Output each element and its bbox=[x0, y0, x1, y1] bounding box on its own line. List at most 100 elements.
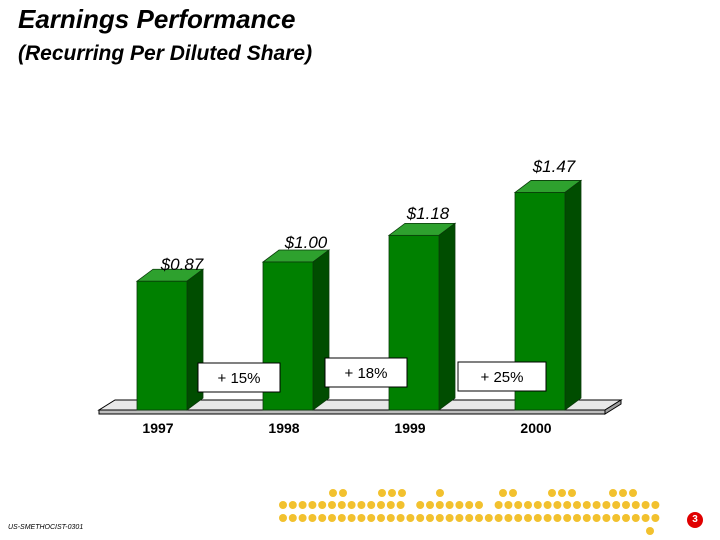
decorative-dot bbox=[553, 501, 562, 509]
decorative-dot bbox=[533, 514, 542, 522]
decorative-dot bbox=[651, 501, 660, 509]
decorative-dot bbox=[622, 501, 630, 509]
value-label-1997: $0.87 bbox=[160, 255, 204, 274]
decorative-dot bbox=[426, 514, 434, 522]
growth-text-3: + 25% bbox=[481, 369, 524, 386]
decorative-dot bbox=[509, 489, 517, 497]
decorative-dot bbox=[629, 489, 637, 497]
decorative-dot bbox=[426, 501, 434, 509]
decorative-dot bbox=[396, 501, 405, 509]
decorative-dot bbox=[347, 514, 356, 522]
decorative-dot bbox=[416, 501, 425, 509]
decorative-dot bbox=[641, 501, 650, 509]
decorative-dot bbox=[504, 501, 513, 509]
decorative-dot bbox=[465, 501, 474, 509]
decorative-dot bbox=[504, 514, 513, 522]
decorative-dot bbox=[641, 514, 650, 522]
decorative-dot bbox=[386, 501, 395, 509]
decorative-dot bbox=[646, 527, 654, 535]
decorative-dot bbox=[288, 514, 297, 522]
decorative-dot bbox=[553, 514, 562, 522]
decorative-dot bbox=[592, 514, 601, 522]
decorative-dot bbox=[357, 514, 366, 522]
decorative-dot bbox=[455, 514, 464, 522]
decorative-dot bbox=[573, 514, 581, 522]
growth-label-2: + 18% bbox=[324, 357, 408, 388]
decorative-dot bbox=[378, 489, 386, 497]
growth-box-2 bbox=[324, 357, 408, 388]
decorative-dot bbox=[328, 514, 336, 522]
decorative-dot bbox=[651, 514, 660, 522]
decorative-dot bbox=[367, 501, 376, 509]
decorative-dot bbox=[563, 501, 572, 509]
decorative-dot bbox=[328, 501, 336, 509]
decorative-dot bbox=[524, 514, 532, 522]
bar-1997 bbox=[136, 280, 188, 411]
decorative-dot bbox=[563, 514, 572, 522]
decorative-dot bbox=[279, 501, 287, 509]
decorative-dot bbox=[339, 489, 347, 497]
decorative-dot bbox=[514, 501, 523, 509]
decorative-dot bbox=[308, 501, 317, 509]
bar-1998 bbox=[262, 261, 314, 411]
decorative-dot bbox=[436, 489, 444, 497]
decorative-dot bbox=[318, 514, 327, 522]
decorative-dot bbox=[329, 489, 337, 497]
x-tick-label-1997: 1997 bbox=[142, 420, 173, 436]
decorative-dot bbox=[298, 514, 307, 522]
decorative-dot bbox=[631, 501, 640, 509]
decorative-dot bbox=[609, 489, 617, 497]
decorative-dot bbox=[619, 489, 627, 497]
decorative-dot bbox=[396, 514, 405, 522]
decorative-dot bbox=[347, 501, 356, 509]
decorative-dot bbox=[582, 514, 591, 522]
decorative-dot bbox=[475, 514, 483, 522]
decorative-dot bbox=[398, 489, 406, 497]
bar-chart: $0.87 $1.00 $1.18 $1.47 1997 1998 1999 2000 + 15… bbox=[97, 157, 623, 436]
decorative-dot bbox=[279, 514, 287, 522]
decorative-dot bbox=[445, 514, 454, 522]
decorative-dot bbox=[558, 489, 566, 497]
x-tick-label-1998: 1998 bbox=[268, 420, 299, 436]
decorative-dot bbox=[484, 514, 493, 522]
decorative-dot bbox=[548, 489, 556, 497]
decorative-dot bbox=[499, 489, 507, 497]
footer-code: US-SMETHOCIST-0301 bbox=[8, 524, 84, 531]
value-label-1999: $1.18 bbox=[406, 204, 450, 223]
decorative-dot bbox=[445, 501, 454, 509]
decorative-dot bbox=[582, 501, 591, 509]
growth-label-1: + 15% bbox=[197, 362, 281, 393]
decorative-dot bbox=[367, 514, 376, 522]
decorative-dot bbox=[631, 514, 640, 522]
decorative-dot bbox=[308, 514, 317, 522]
decorative-dot bbox=[298, 501, 307, 509]
x-tick-label-2000: 2000 bbox=[520, 420, 551, 436]
decorative-dot bbox=[573, 501, 581, 509]
chart-floor-side bbox=[604, 399, 622, 415]
decorative-dot bbox=[357, 501, 366, 509]
decorative-dot bbox=[377, 514, 385, 522]
decorative-dot bbox=[494, 514, 503, 522]
decorative-dot bbox=[533, 501, 542, 509]
growth-text-2: + 18% bbox=[345, 365, 388, 382]
decorative-dot bbox=[406, 514, 415, 522]
chart-subtitle: (Recurring Per Diluted Share) bbox=[18, 42, 313, 65]
value-label-1998: $1.00 bbox=[284, 233, 328, 252]
decorative-dot bbox=[337, 514, 346, 522]
x-tick-label-1999: 1999 bbox=[394, 420, 425, 436]
decorative-dot bbox=[612, 514, 621, 522]
decorative-dot bbox=[386, 514, 395, 522]
decorative-dot bbox=[602, 501, 611, 509]
chart-title: Earnings Performance bbox=[18, 4, 296, 34]
decorative-dot bbox=[543, 501, 552, 509]
decorative-dot bbox=[377, 501, 385, 509]
decorative-dot bbox=[475, 501, 483, 509]
growth-box-1 bbox=[197, 362, 281, 393]
growth-text-1: + 15% bbox=[218, 370, 261, 387]
decorative-dot bbox=[416, 514, 425, 522]
decorative-dot bbox=[524, 501, 532, 509]
decorative-dot bbox=[318, 501, 327, 509]
decorative-dot bbox=[543, 514, 552, 522]
growth-label-3: + 25% bbox=[457, 361, 547, 392]
